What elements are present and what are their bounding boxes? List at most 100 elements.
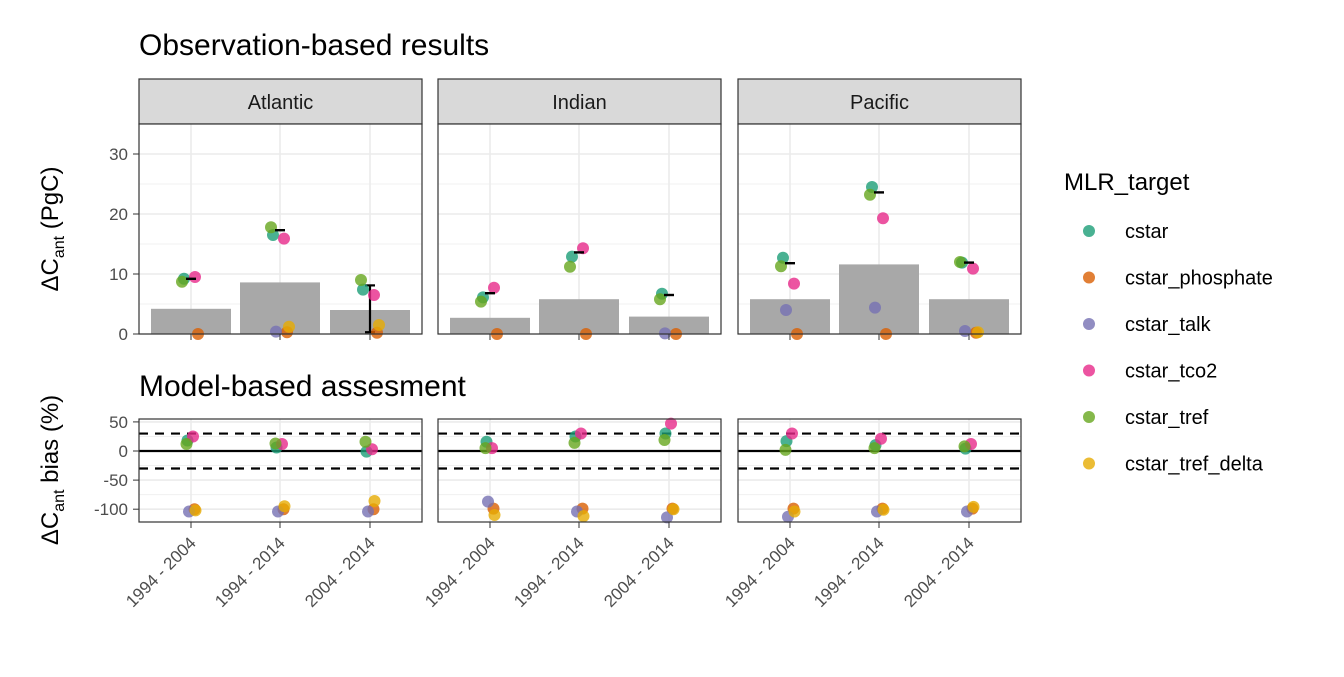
bottom-y-title-sub: ant — [51, 489, 68, 512]
facet-strip-label: Indian — [552, 92, 607, 114]
bar-2004 - 2014 — [629, 316, 709, 334]
point-cstar_tref — [779, 443, 792, 456]
point-cstar_tref — [180, 438, 193, 451]
top-panel-atlantic: Atlantic — [138, 78, 423, 340]
top-y-tick-label: 20 — [109, 205, 128, 224]
point-cstar_tref — [568, 436, 581, 449]
point-cstar_tco2 — [967, 262, 979, 275]
bar-1994 - 2014 — [839, 264, 919, 334]
point-cstar_tref_delta — [972, 326, 984, 339]
point-cstar_tref — [564, 260, 576, 273]
point-cstar_tref_delta — [488, 509, 501, 522]
point-cstar_tco2 — [278, 232, 290, 245]
bar-1994 - 2004 — [750, 299, 830, 334]
point-cstar_tref_delta — [788, 505, 801, 518]
point-cstar_tref_delta — [877, 503, 890, 516]
point-cstar_tref — [475, 295, 487, 308]
legend-key-cstar_tco2 — [1083, 364, 1095, 377]
point-cstar_tco2 — [786, 427, 798, 440]
bottom-y-tick-label: -100 — [94, 500, 128, 519]
point-cstar_tref — [355, 274, 367, 286]
point-cstar_tref_delta — [368, 495, 381, 508]
point-cstar_talk — [661, 511, 673, 524]
top-panel-indian: Indian — [437, 78, 722, 340]
point-cstar_talk — [869, 301, 881, 314]
bottom-panel-indian: 1994 - 2004 1994 - 2014 2004 - 2014 — [421, 417, 722, 611]
point-cstar_talk — [780, 304, 792, 316]
legend-key-cstar_tref — [1083, 411, 1095, 423]
legend-label-cstar_talk: cstar_talk — [1125, 314, 1212, 336]
legend-key-cstar_phosphate — [1083, 271, 1095, 284]
point-cstar_tref — [864, 188, 876, 201]
point-cstar_tref — [176, 275, 188, 288]
facet-strip-label: Atlantic — [248, 92, 314, 114]
point-cstar_tref — [658, 433, 671, 446]
point-cstar_tco2 — [788, 277, 800, 290]
point-cstar_tco2 — [877, 212, 889, 225]
point-cstar_talk — [659, 327, 671, 340]
point-cstar_tref — [775, 260, 787, 273]
panels: 0 10 20 30 50 0 -50 -100 Atlantic Indian Pacific 19… — [94, 78, 1022, 611]
facet-strip — [737, 78, 1022, 125]
point-cstar_tco2 — [368, 289, 380, 301]
bottom-y-tick-label: 0 — [119, 442, 128, 461]
x-tick-label: 1994 - 2014 — [510, 533, 588, 611]
legend-label-cstar_tref_delta: cstar_tref_delta — [1125, 454, 1264, 476]
bottom-y-title-main: ΔC — [37, 512, 64, 545]
legend-key-cstar_tref_delta — [1083, 457, 1095, 470]
x-tick-label: 1994 - 2014 — [211, 533, 289, 611]
facet-strip-label: Pacific — [850, 92, 909, 114]
point-cstar_tref_delta — [278, 500, 291, 513]
point-cstar_tref_delta — [283, 320, 295, 333]
x-tick-label: 2004 - 2014 — [600, 533, 678, 611]
point-cstar_tref_delta — [667, 503, 680, 516]
point-cstar_tref — [265, 221, 277, 234]
bottom-title: Model-based assesment — [139, 370, 467, 403]
point-cstar_tref — [479, 442, 492, 455]
top-y-tick-label: 10 — [109, 265, 128, 284]
point-cstar_tco2 — [189, 271, 201, 283]
bottom-panel-atlantic: 1994 - 2004 1994 - 2014 2004 - 2014 — [122, 418, 423, 611]
point-cstar_tref_delta — [577, 510, 590, 523]
legend-title: MLR_target — [1064, 169, 1190, 196]
point-cstar_tref — [954, 256, 966, 268]
point-cstar_tco2 — [665, 417, 677, 430]
legend: MLR_target cstar cstar_phosphate cstar_tal… — [1064, 169, 1273, 476]
point-cstar_tref_delta — [189, 504, 202, 517]
point-cstar_talk — [482, 495, 494, 508]
legend-label-cstar_tco2: cstar_tco2 — [1125, 361, 1217, 383]
top-y-title-main: ΔC — [37, 258, 64, 291]
top-title: Observation-based results — [139, 29, 489, 62]
point-cstar_tco2 — [575, 427, 587, 440]
bar-1994 - 2004 — [151, 308, 231, 334]
top-y-title-unit: (PgC) — [37, 167, 64, 236]
top-y-axis-title: ΔCant (PgC) — [37, 167, 68, 292]
point-cstar — [357, 283, 369, 296]
facet-strip — [138, 78, 423, 125]
facet-strip — [437, 78, 722, 125]
top-panel-pacific: Pacific — [737, 78, 1022, 340]
legend-label-cstar_tref: cstar_tref — [1125, 407, 1209, 429]
point-cstar_tref — [269, 437, 282, 450]
top-y-title-sub: ant — [51, 235, 68, 258]
point-cstar_tref_delta — [967, 500, 980, 513]
x-tick-label: 1994 - 2004 — [721, 533, 799, 611]
bar-1994 - 2004 — [450, 317, 530, 334]
point-cstar_tref — [654, 293, 666, 306]
legend-label-cstar: cstar — [1125, 221, 1169, 243]
x-tick-label: 2004 - 2014 — [900, 533, 978, 611]
point-cstar_tref — [958, 440, 971, 453]
legend-key-cstar_talk — [1083, 318, 1095, 330]
bottom-y-axis-title: ΔCant bias (%) — [37, 395, 68, 545]
bottom-panel-pacific: 1994 - 2004 1994 - 2014 2004 - 2014 — [721, 418, 1022, 611]
x-tick-label: 1994 - 2004 — [421, 533, 499, 611]
bottom-y-title-unit: bias (%) — [37, 395, 64, 490]
point-cstar_tref — [359, 435, 372, 448]
top-y-tick-label: 30 — [109, 145, 128, 164]
point-cstar_tref_delta — [373, 319, 385, 331]
point-cstar_tco2 — [875, 432, 887, 445]
x-tick-label: 1994 - 2004 — [122, 533, 200, 611]
bottom-y-tick-label: 50 — [109, 413, 128, 432]
point-cstar_talk — [270, 325, 282, 338]
